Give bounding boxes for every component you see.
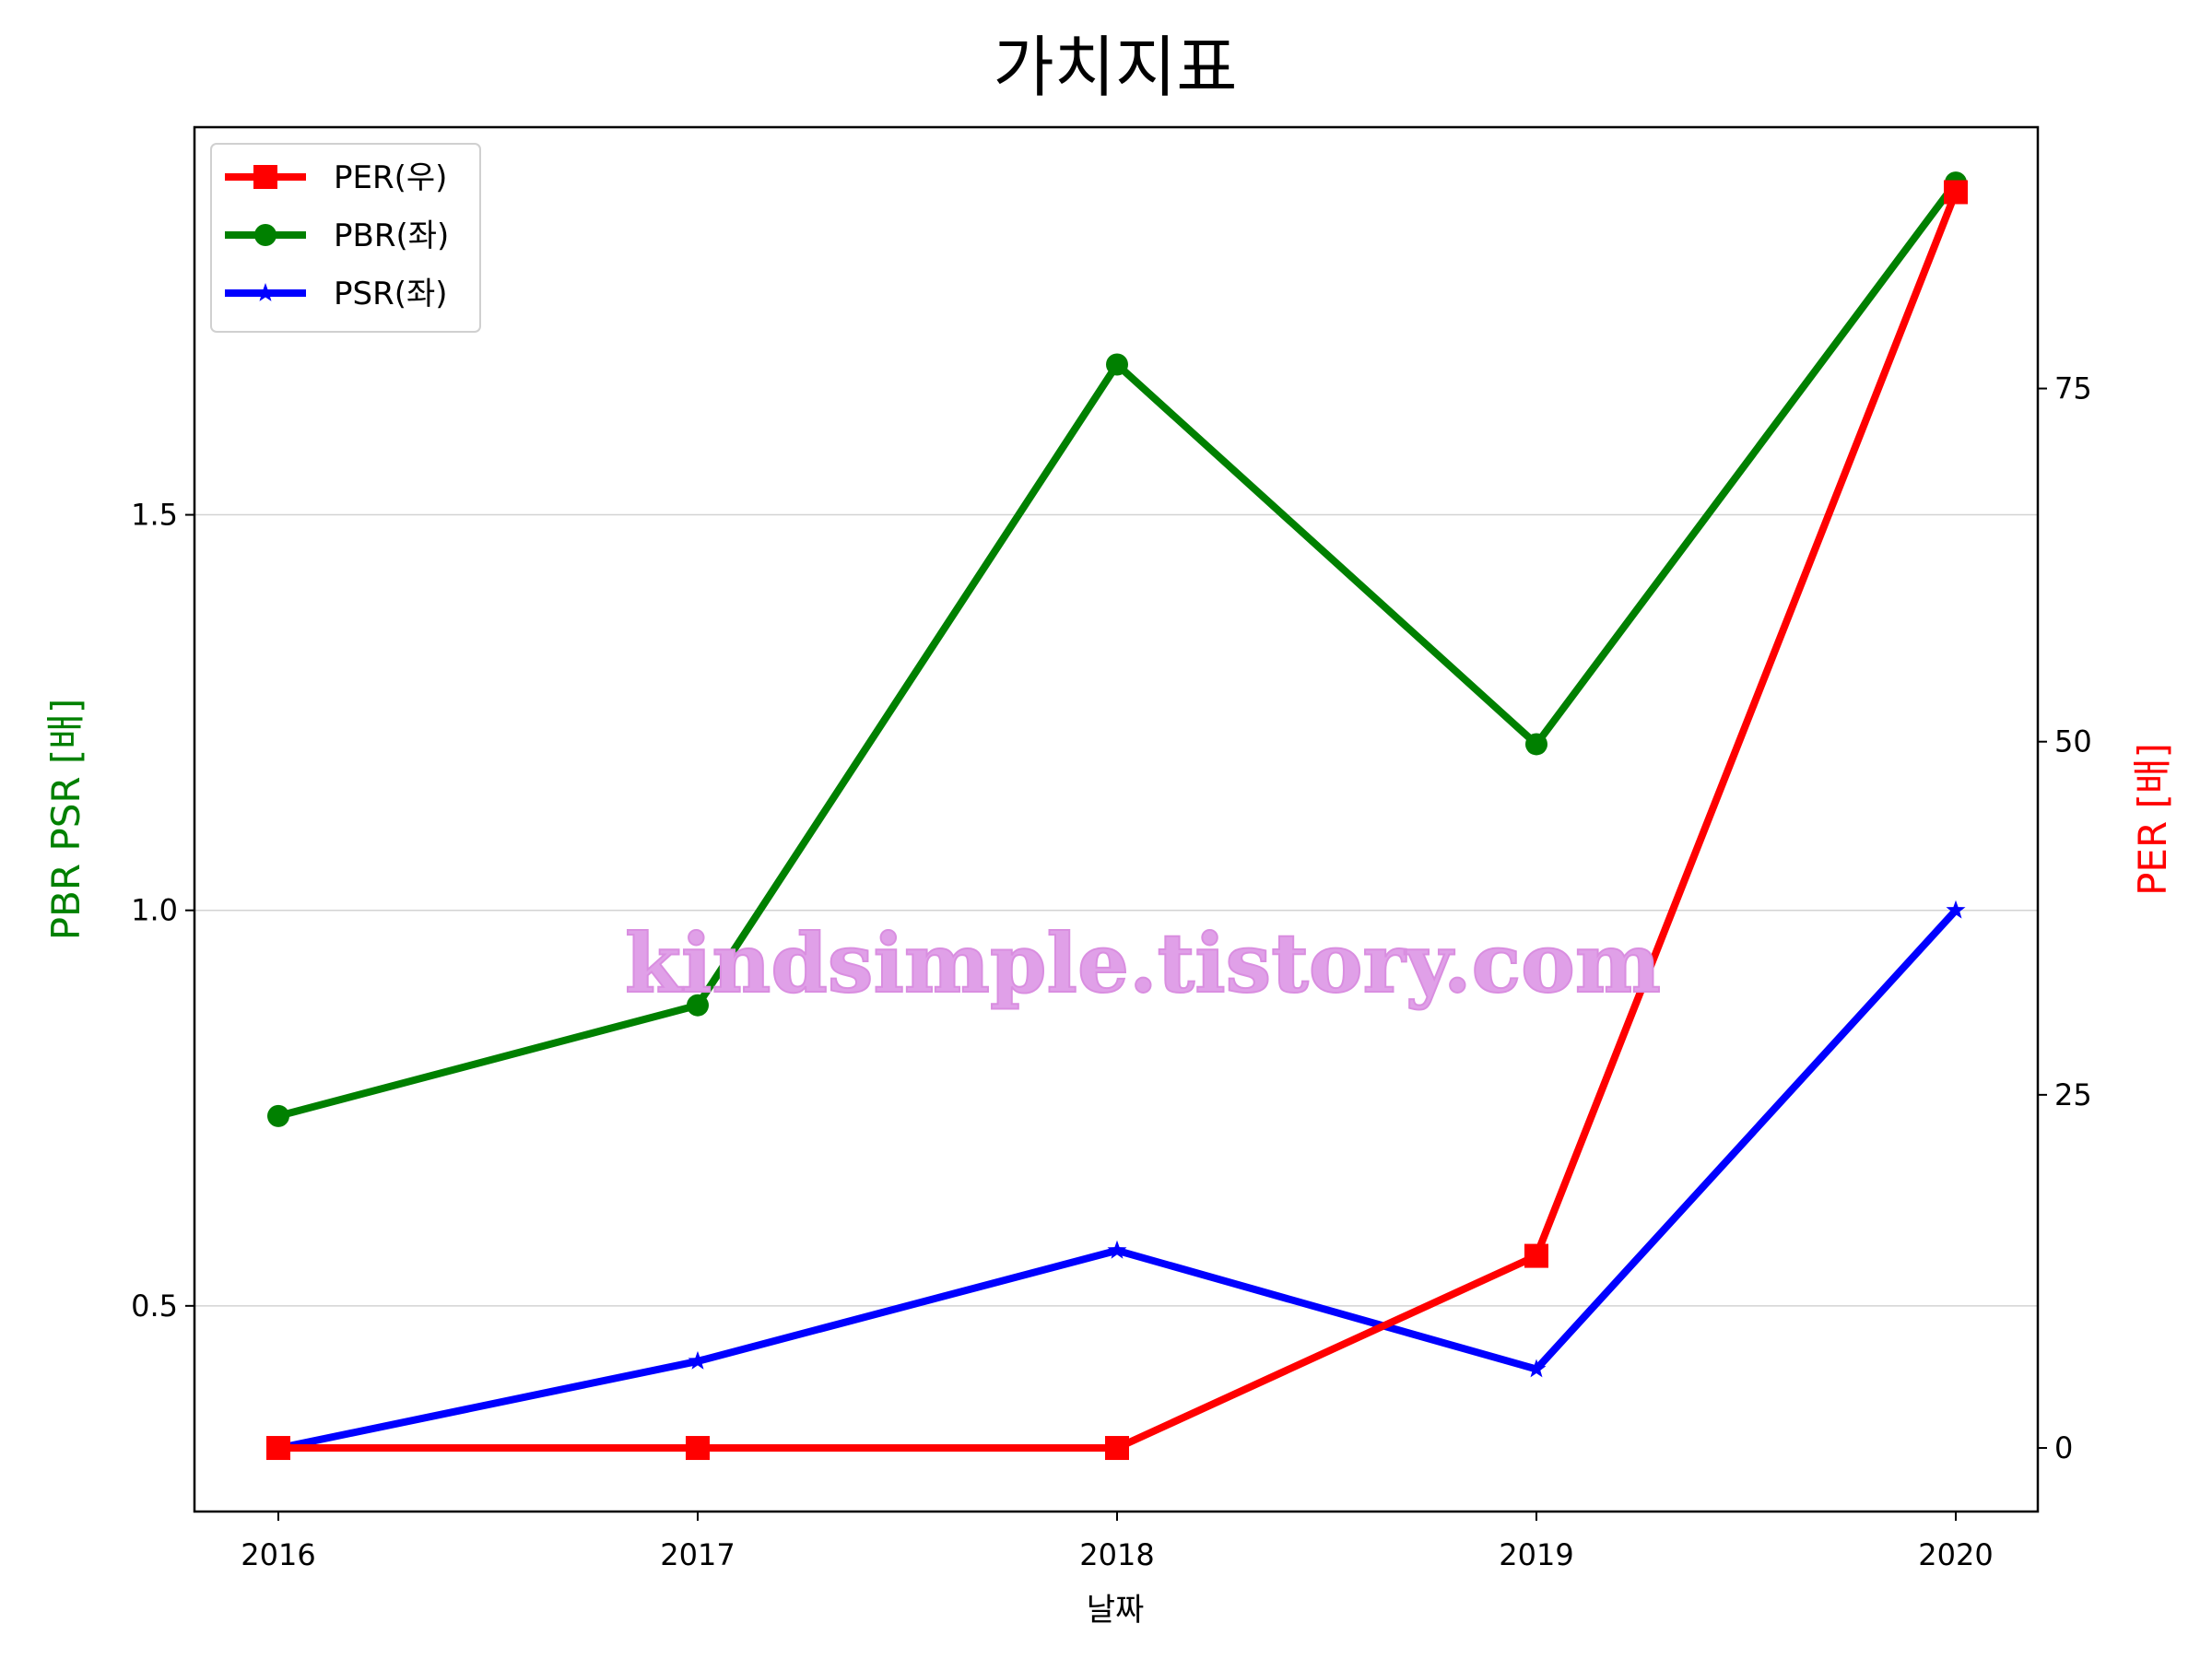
legend-box	[210, 143, 481, 333]
data-point-psr-2020	[1946, 900, 1966, 919]
left-y-tick-label-2: 1.5	[131, 498, 178, 533]
chart-title: 가치지표	[994, 29, 1238, 106]
right-y-axis-ticks: 0 25 50 75	[2038, 371, 2092, 1465]
data-point-psr-2019	[1526, 1359, 1547, 1378]
right-y-tick-label-0: 0	[2054, 1430, 2073, 1465]
legend-label-psr: PSR(좌)	[334, 276, 448, 312]
legend: PER(우) PBR(좌) PSR(좌)	[210, 143, 481, 333]
left-y-axis-label: PBR PSR [배]	[43, 699, 88, 941]
data-point-per-2017	[686, 1436, 710, 1461]
data-point-psr-2018	[1107, 1240, 1127, 1259]
x-tick-label-2020: 2020	[1918, 1537, 1993, 1572]
left-y-tick-label-1: 1.0	[131, 893, 178, 928]
x-tick-label-2018: 2018	[1079, 1537, 1154, 1572]
data-point-psr-2017	[688, 1350, 708, 1370]
data-point-per-2018	[1105, 1436, 1129, 1461]
left-y-tick-label-0: 0.5	[131, 1288, 178, 1324]
series-layer	[266, 171, 1968, 1461]
right-y-axis-label: PER [배]	[2130, 743, 2175, 896]
data-point-pbr-2017	[687, 994, 709, 1017]
data-point-per-2020	[1944, 180, 1968, 205]
data-point-per-2016	[266, 1436, 290, 1461]
legend-entry-psr: PSR(좌)	[225, 276, 448, 312]
right-y-tick-label-2: 50	[2054, 724, 2092, 759]
legend-label-per: PER(우)	[334, 159, 447, 196]
legend-marker-per	[253, 165, 277, 189]
gridlines	[194, 513, 2038, 1307]
legend-marker-pbr	[254, 224, 276, 246]
x-tick-label-2019: 2019	[1499, 1537, 1573, 1572]
series-per	[266, 180, 1968, 1461]
x-tick-label-2017: 2017	[660, 1537, 735, 1572]
data-point-pbr-2019	[1525, 733, 1547, 756]
x-axis-label: 날짜	[1087, 1592, 1145, 1629]
x-tick-label-2016: 2016	[241, 1537, 315, 1572]
left-y-axis-ticks: 0.5 1.0 1.5	[131, 498, 194, 1324]
data-point-pbr-2018	[1106, 353, 1128, 376]
legend-entry-per: PER(우)	[225, 159, 447, 196]
watermark-text: kindsimple.tistory.com	[625, 915, 1661, 1011]
legend-entry-pbr: PBR(좌)	[225, 218, 449, 254]
x-axis-ticks: 2016 2017 2018 2019 2020	[241, 1512, 1994, 1572]
data-point-per-2019	[1524, 1243, 1548, 1268]
legend-label-pbr: PBR(좌)	[334, 218, 449, 254]
right-y-tick-label-3: 75	[2054, 371, 2092, 406]
right-y-tick-label-1: 25	[2054, 1077, 2092, 1112]
legend-marker-psr	[255, 283, 276, 301]
data-point-pbr-2016	[267, 1104, 289, 1127]
